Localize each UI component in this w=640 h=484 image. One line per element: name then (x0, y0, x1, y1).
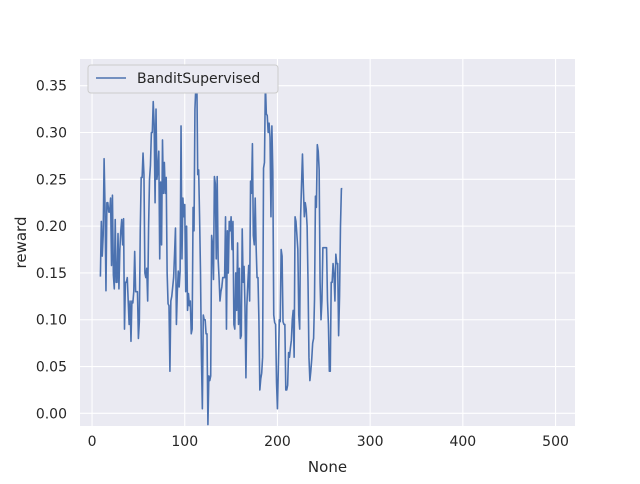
legend-box (87, 64, 279, 94)
x-axis-label: None (308, 458, 347, 476)
y-tick-label: 0.05 (36, 360, 67, 376)
y-tick-label: 0.35 (36, 79, 67, 95)
y-axis-label: reward (12, 217, 30, 269)
y-tick-label: 0.25 (36, 172, 67, 188)
series-layer (99, 72, 343, 426)
plot-area (80, 59, 575, 426)
y-tick-label: 0.30 (36, 125, 67, 141)
x-tick-label: 200 (264, 434, 291, 450)
x-tick-label: 300 (357, 434, 384, 450)
x-tick-label: 100 (171, 434, 198, 450)
x-axis-ticks: 0 100 200 300 400 500 (88, 434, 569, 450)
y-tick-label: 0.10 (36, 313, 67, 329)
x-tick-label: 500 (542, 434, 569, 450)
y-tick-label: 0.20 (36, 219, 67, 235)
legend: BanditSupervised (87, 64, 279, 94)
x-tick-label: 400 (449, 434, 476, 450)
x-tick-label: 0 (88, 434, 97, 450)
legend-label: BanditSupervised (137, 71, 260, 87)
y-tick-label: 0.15 (36, 266, 67, 282)
y-axis-ticks: 0.00 0.05 0.10 0.15 0.20 0.25 0.30 0.35 (36, 79, 67, 423)
series-line-0 (99, 72, 343, 426)
y-tick-label: 0.00 (36, 406, 67, 422)
